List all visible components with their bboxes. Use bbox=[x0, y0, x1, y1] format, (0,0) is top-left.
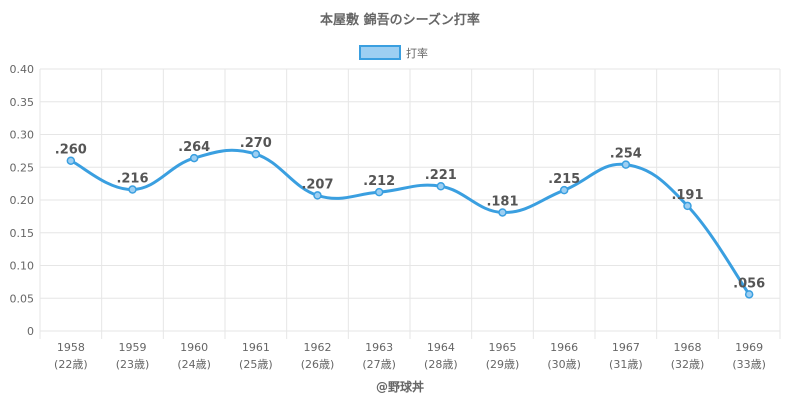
data-label: .207 bbox=[301, 177, 333, 192]
data-label: .056 bbox=[733, 276, 765, 291]
data-label: .260 bbox=[55, 143, 87, 158]
x-tick-sublabel: (31歳) bbox=[609, 358, 643, 371]
x-tick-label: 1960 bbox=[180, 341, 208, 354]
data-points bbox=[66, 149, 754, 299]
legend-swatch bbox=[359, 45, 401, 60]
data-label: .215 bbox=[548, 172, 580, 187]
y-tick-label: 0.30 bbox=[10, 129, 35, 142]
x-tick-sublabel: (28歳) bbox=[424, 358, 458, 371]
data-point[interactable] bbox=[621, 160, 631, 169]
x-tick-label: 1963 bbox=[365, 341, 393, 354]
data-label: .181 bbox=[486, 194, 518, 209]
data-point[interactable] bbox=[744, 290, 754, 299]
x-tick-sublabel: (33歳) bbox=[732, 358, 766, 371]
data-point[interactable] bbox=[374, 187, 384, 197]
y-tick-label: 0.15 bbox=[10, 227, 35, 240]
x-tick-label: 1962 bbox=[304, 341, 332, 354]
chart-title: 本屋敷 錦吾のシーズン打率 bbox=[320, 12, 480, 28]
data-label: .270 bbox=[240, 136, 272, 151]
x-tick-label: 1968 bbox=[674, 341, 702, 354]
data-point[interactable] bbox=[683, 201, 692, 211]
data-label: .254 bbox=[610, 147, 642, 162]
x-tick-sublabel: (26歳) bbox=[301, 358, 335, 371]
data-point[interactable] bbox=[559, 185, 569, 195]
x-tick-label: 1958 bbox=[57, 341, 85, 354]
x-tick-sublabel: (32歳) bbox=[671, 358, 705, 371]
y-tick-label: 0.35 bbox=[10, 96, 35, 109]
y-tick-label: 0.40 bbox=[10, 63, 35, 76]
y-tick-label: 0.10 bbox=[10, 260, 35, 273]
axes: 0 0.05 0.10 0.15 0.20 0.25 0.30 0.35 0.40 1958 (22… bbox=[10, 63, 766, 371]
legend-label: 打率 bbox=[406, 46, 428, 60]
x-tick-sublabel: (24歳) bbox=[177, 358, 211, 371]
x-tick-sublabel: (30歳) bbox=[547, 358, 581, 371]
data-label: .221 bbox=[425, 168, 457, 183]
x-tick-label: 1964 bbox=[427, 341, 455, 354]
x-tick-label: 1965 bbox=[489, 341, 517, 354]
data-point[interactable] bbox=[436, 181, 446, 191]
data-point[interactable] bbox=[498, 208, 507, 217]
data-point[interactable] bbox=[313, 191, 322, 200]
x-tick-label: 1966 bbox=[550, 341, 578, 354]
y-tick-label: 0 bbox=[27, 325, 34, 338]
y-tick-label: 0.05 bbox=[10, 292, 35, 305]
x-tick-label: 1959 bbox=[119, 341, 147, 354]
data-point[interactable] bbox=[128, 185, 137, 194]
data-labels: .260 .216 .264 .270 .207 .212 .221 .181 .215 .254… bbox=[55, 136, 765, 291]
x-tick-sublabel: (22歳) bbox=[54, 358, 88, 371]
data-label: .191 bbox=[671, 188, 703, 203]
data-label: .212 bbox=[363, 174, 395, 189]
data-label: .216 bbox=[116, 172, 148, 187]
x-tick-sublabel: (29歳) bbox=[486, 358, 520, 371]
data-label: .264 bbox=[178, 140, 210, 155]
x-tick-label: 1969 bbox=[735, 341, 763, 354]
legend[interactable]: 打率 bbox=[359, 45, 428, 60]
x-tick-label: 1961 bbox=[242, 341, 270, 354]
y-tick-label: 0.20 bbox=[10, 194, 35, 207]
y-tick-label: 0.25 bbox=[10, 161, 35, 174]
data-point[interactable] bbox=[189, 153, 199, 163]
grid bbox=[39, 68, 781, 339]
x-tick-sublabel: (25歳) bbox=[239, 358, 273, 371]
data-point[interactable] bbox=[251, 149, 261, 159]
x-tick-sublabel: (27歳) bbox=[362, 358, 396, 371]
data-point[interactable] bbox=[66, 156, 76, 165]
x-tick-label: 1967 bbox=[612, 341, 640, 354]
credit-text: @野球丼 bbox=[376, 379, 424, 394]
x-tick-sublabel: (23歳) bbox=[116, 358, 150, 371]
